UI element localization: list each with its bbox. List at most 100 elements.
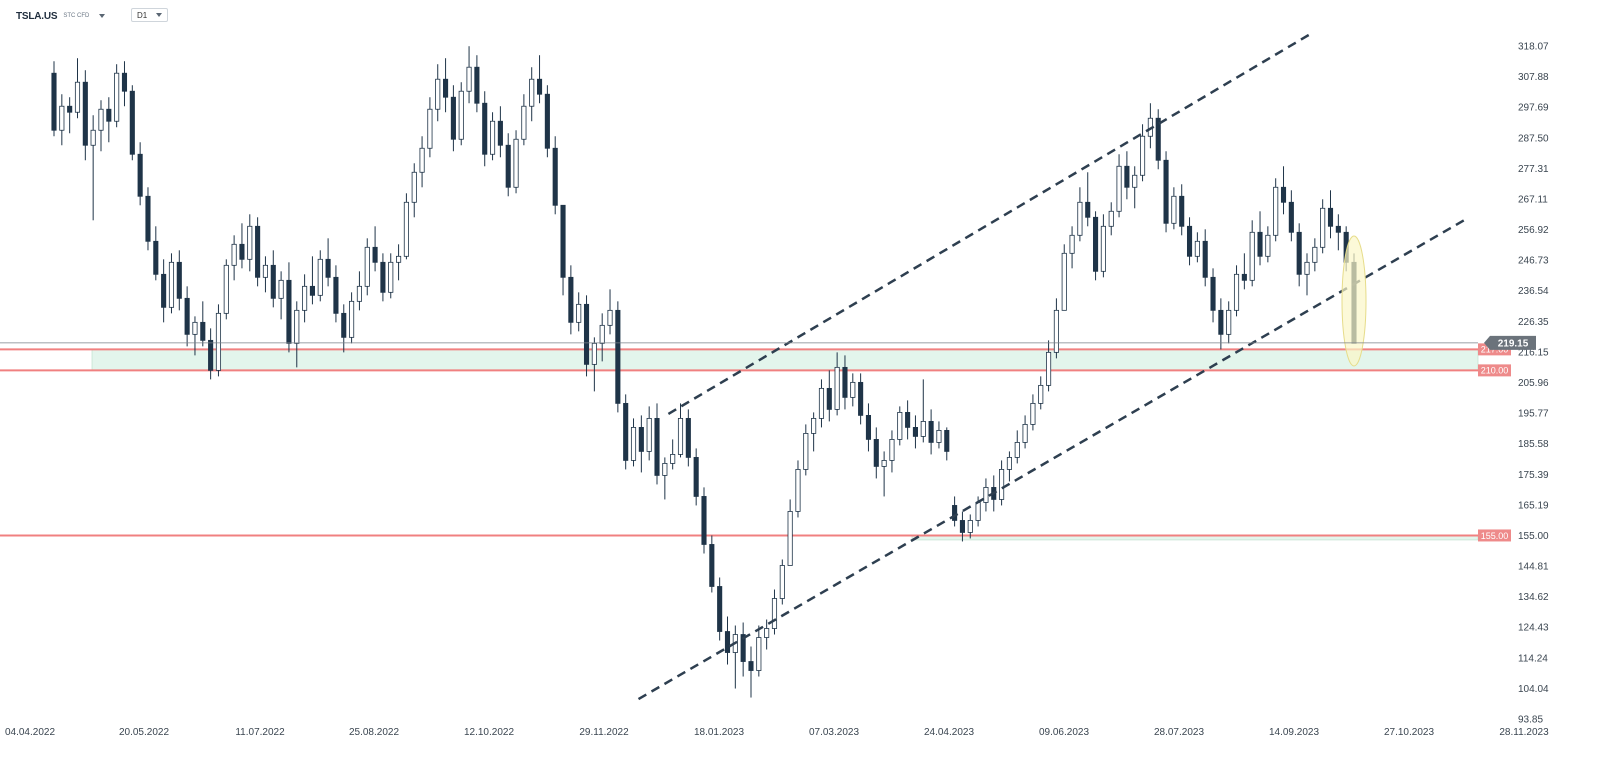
candle-body	[208, 339, 214, 371]
candle-body	[897, 411, 903, 440]
y-tick-label: 236.54	[1518, 286, 1549, 297]
candle-body	[168, 261, 175, 308]
y-tick-label: 297.69	[1518, 103, 1549, 114]
candle-body	[247, 225, 253, 260]
candle-body	[583, 303, 590, 365]
candle-body	[1069, 234, 1075, 254]
candle-body	[309, 285, 315, 296]
support-zone	[91, 349, 1479, 371]
candle-body	[685, 417, 691, 458]
candle-body	[255, 225, 261, 278]
candle-body	[1218, 309, 1224, 335]
x-tick-label: 29.11.2022	[579, 727, 629, 738]
candle-body	[591, 342, 597, 365]
candle-body	[443, 78, 449, 98]
candle-body	[1061, 252, 1067, 311]
y-tick-label: 144.81	[1518, 562, 1549, 573]
candle-body	[638, 427, 644, 452]
candle-body	[435, 78, 441, 110]
level-tag-label: 155.00	[1481, 531, 1509, 541]
candle-body	[1194, 240, 1200, 257]
candle-body	[239, 243, 245, 260]
candle-body	[701, 496, 707, 545]
candle-body	[959, 520, 965, 533]
candle-body	[1273, 186, 1279, 236]
candle-body	[403, 201, 409, 257]
candle-body	[646, 417, 652, 452]
trend-channel[interactable]	[637, 33, 1468, 701]
candle-body	[544, 93, 550, 149]
candle-body	[740, 634, 746, 662]
candle-body	[317, 258, 323, 296]
candle-body	[74, 81, 81, 113]
candle-body	[811, 417, 817, 434]
x-axis[interactable]: 04.04.2022 20.05.2022 11.07.2022 25.08.2022…	[5, 727, 1549, 738]
x-tick-label: 25.08.2022	[349, 727, 399, 738]
candle-body	[1085, 201, 1091, 218]
instrument-selector[interactable]: TSLA.US STC CFD	[16, 8, 106, 24]
candle-body	[82, 81, 88, 146]
x-tick-label: 18.01.2023	[694, 727, 744, 738]
candle-body	[967, 520, 973, 533]
candle-body	[1265, 234, 1271, 257]
candle-body	[474, 66, 480, 104]
candle-body	[1296, 231, 1302, 275]
candle-body	[630, 427, 637, 461]
y-tick-label: 134.62	[1518, 592, 1549, 603]
y-tick-label: 216.15	[1518, 347, 1549, 358]
candle-body	[920, 420, 926, 437]
candle-body	[411, 171, 417, 203]
candle-body	[1053, 309, 1059, 353]
candle-body	[1210, 276, 1216, 311]
y-tick-label: 104.04	[1518, 684, 1549, 695]
timeframe-select[interactable]: D1	[131, 8, 168, 22]
candle-body	[717, 586, 723, 632]
y-tick-label: 267.11	[1518, 194, 1548, 205]
candle-body	[709, 544, 715, 587]
candle-body	[1100, 225, 1106, 272]
chevron-down-icon[interactable]	[156, 13, 162, 17]
y-tick-label: 256.92	[1518, 225, 1549, 236]
candle-body	[215, 312, 222, 371]
chevron-down-icon[interactable]	[99, 14, 106, 18]
symbol-label: TSLA.US	[16, 10, 58, 22]
x-tick-label: 04.04.2022	[5, 727, 55, 738]
candle-body	[294, 309, 300, 344]
candle-body	[1335, 225, 1341, 233]
candle-body	[466, 66, 472, 92]
trend-line-upper[interactable]	[667, 33, 1311, 415]
candle-body	[1226, 309, 1232, 335]
candle-body	[623, 402, 629, 461]
candle-body	[106, 108, 112, 122]
y-axis[interactable]: 318.07 307.88 297.69 287.50 277.31 267.11 256.…	[1518, 42, 1549, 726]
candle-body	[90, 129, 96, 146]
candles	[51, 46, 1357, 698]
candle-body	[670, 454, 676, 464]
level-tag	[1478, 529, 1511, 542]
trend-line-lower[interactable]	[637, 217, 1468, 701]
candle-body	[865, 414, 872, 440]
candle-body	[779, 565, 785, 599]
candle-body	[889, 439, 895, 461]
candle-body	[176, 261, 182, 299]
candle-body	[396, 255, 402, 263]
candle-body	[615, 309, 621, 404]
candle-body	[1179, 195, 1185, 227]
y-tick-label: 155.00	[1518, 531, 1549, 542]
x-tick-label: 24.04.2023	[924, 727, 974, 738]
candle-body	[161, 273, 167, 308]
candle-body	[278, 279, 284, 299]
candle-body	[364, 246, 370, 287]
candle-body	[842, 366, 848, 398]
candle-body	[912, 427, 918, 437]
candle-body	[1257, 231, 1263, 257]
candle-body	[302, 285, 308, 311]
candle-body	[427, 108, 433, 149]
candle-body	[1241, 273, 1247, 281]
candle-body	[764, 628, 770, 638]
candle-body	[192, 321, 198, 335]
candle-body	[1155, 117, 1161, 161]
candle-body	[129, 90, 135, 155]
